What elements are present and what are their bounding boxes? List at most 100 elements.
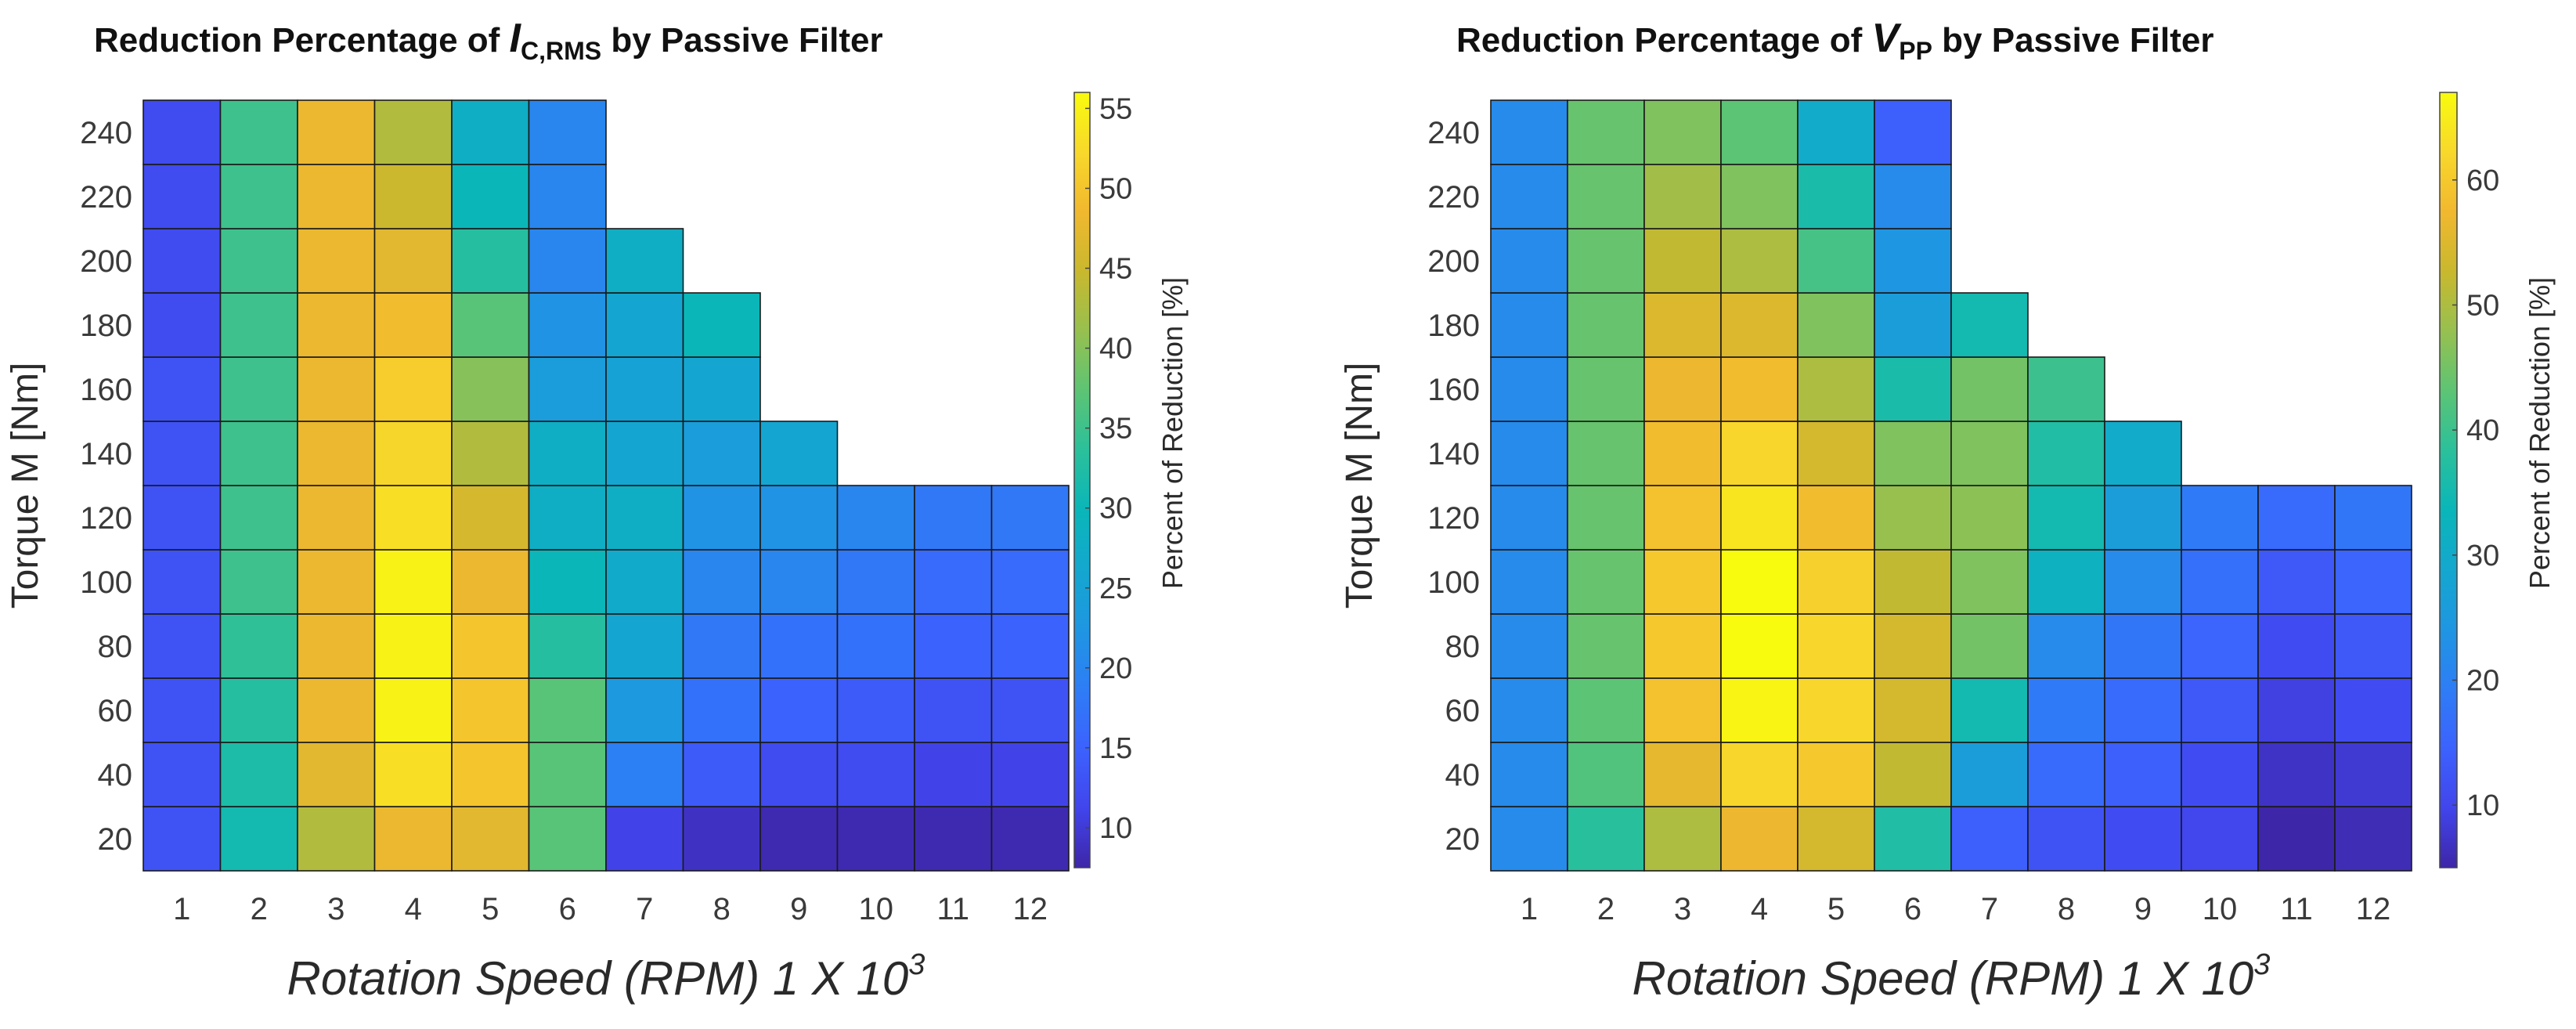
heatmap-cell <box>528 742 607 807</box>
heatmap-cell <box>373 613 453 679</box>
colorbar-tick-label: 40 <box>2466 414 2499 447</box>
y-tick-label: 180 <box>1427 309 1480 343</box>
heatmap-cell <box>2334 485 2412 551</box>
heatmap-cell <box>528 99 607 165</box>
x-axis-label-exponent: 3 <box>2253 948 2270 981</box>
heatmap-cell <box>2181 485 2259 551</box>
y-tick-label: 140 <box>80 437 132 471</box>
heatmap-cell <box>2027 742 2105 807</box>
heatmap-cell <box>1490 742 1568 807</box>
chart-title-suffix: by Passive Filter <box>1932 21 2214 60</box>
heatmap-cell <box>914 677 993 743</box>
chart-title-variable: V <box>1872 16 1903 61</box>
heatmap-cell <box>2104 742 2182 807</box>
colorbar-tick-label: 45 <box>1099 253 1132 286</box>
heatmap-cell <box>1797 421 1875 486</box>
heatmap-cell <box>373 549 453 615</box>
x-tick-label: 2 <box>1597 892 1615 926</box>
colorbar-tick-label: 10 <box>2466 789 2499 822</box>
heatmap-cell <box>528 164 607 229</box>
chart-title: Reduction Percentage of VPP by Passive F… <box>1456 16 2213 65</box>
heatmap-cell <box>2104 549 2182 615</box>
heatmap-cell <box>528 677 607 743</box>
heatmap-cell <box>2334 549 2412 615</box>
heatmap-cell <box>297 164 376 229</box>
heatmap-cell <box>1643 485 1722 551</box>
heatmap-cell <box>1720 228 1799 294</box>
x-tick-label: 11 <box>2280 892 2313 926</box>
heatmap-cell <box>143 549 222 615</box>
heatmap-cell <box>1797 292 1875 358</box>
heatmap-cell <box>143 613 222 679</box>
heatmap-cell <box>1950 806 2029 872</box>
heatmap-cell <box>682 549 761 615</box>
heatmap-cell <box>2027 806 2105 872</box>
y-tick-label: 140 <box>1427 437 1480 471</box>
chart-title-suffix: by Passive Filter <box>601 21 883 60</box>
heatmap-cell <box>1950 356 2029 422</box>
heatmap-cell <box>297 421 376 486</box>
colorbar-tick-label: 30 <box>2466 540 2499 572</box>
heatmap-cell <box>2027 421 2105 486</box>
colorbar-tick-label: 50 <box>2466 289 2499 322</box>
y-tick-label: 160 <box>1427 373 1480 407</box>
heatmap-cell <box>451 228 530 294</box>
colorbar-tick-label: 10 <box>1099 812 1132 845</box>
heatmap-cell <box>1874 421 1952 486</box>
heatmap-cell <box>1567 677 1645 743</box>
heatmap-cell <box>2181 677 2259 743</box>
heatmap-cell <box>2104 485 2182 551</box>
heatmap-cell <box>836 549 915 615</box>
heatmap-cell <box>759 742 839 807</box>
x-tick-label: 6 <box>1904 892 1921 926</box>
heatmap-cell <box>373 99 453 165</box>
heatmap-cell <box>1874 742 1952 807</box>
heatmap-cell <box>990 485 1070 551</box>
colorbar-tick-label: 15 <box>1099 732 1132 765</box>
y-tick-label: 40 <box>98 758 133 793</box>
y-tick-label: 220 <box>1427 180 1480 215</box>
heatmap-cell <box>836 485 915 551</box>
heatmap-cell <box>1950 742 2029 807</box>
heatmap-cell <box>1720 292 1799 358</box>
heatmap-cell <box>1874 356 1952 422</box>
heatmap-cell <box>373 421 453 486</box>
y-tick-label: 200 <box>1427 244 1480 279</box>
heatmap-cell <box>143 421 222 486</box>
heatmap-cell <box>1950 485 2029 551</box>
heatmap-cell <box>914 806 993 872</box>
heatmap-cell <box>605 421 684 486</box>
heatmap-cell <box>1874 228 1952 294</box>
heatmap-cell <box>1567 613 1645 679</box>
heatmap-cell <box>914 613 993 679</box>
colorbar-tick-label: 50 <box>1099 172 1132 205</box>
heatmap-cell <box>1720 742 1799 807</box>
y-tick-label: 240 <box>1427 116 1480 150</box>
heatmap-cell <box>143 742 222 807</box>
heatmap-cell <box>2181 742 2259 807</box>
heatmap-cell <box>528 356 607 422</box>
x-tick-label: 11 <box>936 892 969 926</box>
heatmap-cell <box>2257 613 2336 679</box>
heatmap-cell <box>1643 677 1722 743</box>
heatmap-cell <box>373 356 453 422</box>
heatmap-cell <box>143 485 222 551</box>
heatmap-cell <box>682 485 761 551</box>
heatmap-cell <box>682 421 761 486</box>
heatmap-cell <box>143 292 222 358</box>
heatmap-cell <box>2181 613 2259 679</box>
heatmap-cell <box>1643 164 1722 229</box>
heatmap-cell <box>836 742 915 807</box>
heatmap-cell <box>1797 485 1875 551</box>
heatmap-cell <box>759 549 839 615</box>
x-axis-label-text: Rotation Speed (RPM) 1 X 10 <box>1633 952 2254 1005</box>
chart-ic-rms: Reduction Percentage of IC,RMS by Passiv… <box>5 16 1189 1005</box>
heatmap-cell <box>219 228 298 294</box>
y-tick-label: 100 <box>1427 565 1480 600</box>
heatmap-cell <box>605 356 684 422</box>
heatmap-cell <box>759 485 839 551</box>
heatmap-cell <box>1797 613 1875 679</box>
heatmap-cell <box>1950 613 2029 679</box>
heatmap-cell <box>1874 806 1952 872</box>
heatmap-cell <box>682 613 761 679</box>
